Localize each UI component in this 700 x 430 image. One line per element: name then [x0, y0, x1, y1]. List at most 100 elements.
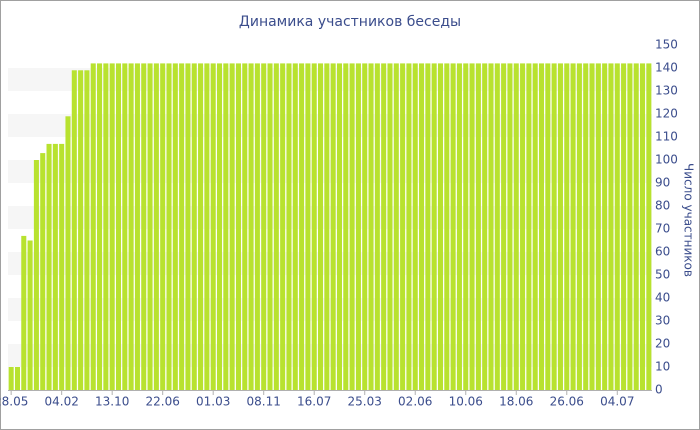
chart-title: Динамика участников беседы [239, 14, 461, 30]
bar [210, 63, 216, 391]
x-tick-label: 22.06 [146, 395, 180, 409]
x-tick-label: 18.06 [499, 395, 533, 409]
bar [501, 63, 507, 391]
bar [602, 63, 608, 391]
x-tick-label: 02.06 [398, 395, 432, 409]
bar [172, 63, 178, 391]
bar [97, 63, 103, 391]
bar [33, 160, 39, 390]
bar [324, 63, 330, 391]
bar [608, 63, 614, 391]
bar [280, 63, 286, 391]
y-tick-label: 80 [655, 199, 670, 213]
bar [349, 63, 355, 391]
bar [311, 63, 317, 391]
x-tick-label: 04.02 [44, 395, 78, 409]
bar [191, 63, 197, 391]
bar [381, 63, 387, 391]
bar [179, 63, 185, 391]
bar [444, 63, 450, 391]
bar [103, 63, 109, 391]
x-tick-label: 26.06 [550, 395, 584, 409]
x-tick-label: 25.03 [348, 395, 382, 409]
bar [198, 63, 204, 391]
bar [494, 63, 500, 391]
bar [267, 63, 273, 391]
bar [223, 63, 229, 391]
bar [27, 240, 33, 390]
bar [336, 63, 342, 391]
bar [305, 63, 311, 391]
bar [564, 63, 570, 391]
bar [526, 63, 532, 391]
x-tick-label: 08.11 [247, 395, 281, 409]
bar [469, 63, 475, 391]
bar [633, 63, 639, 391]
bar [185, 63, 191, 391]
bar [621, 63, 627, 391]
bar [128, 63, 134, 391]
bar [21, 235, 27, 390]
y-tick-label: 100 [655, 153, 678, 167]
y-tick-label: 150 [655, 38, 678, 52]
y-tick-label: 60 [655, 245, 670, 259]
bar [8, 367, 14, 390]
bar [343, 63, 349, 391]
bar [122, 63, 128, 391]
bar [532, 63, 538, 391]
y-tick-label: 140 [655, 61, 678, 75]
y-tick-label: 110 [655, 130, 678, 144]
bar [318, 63, 324, 391]
y-tick-label: 120 [655, 107, 678, 121]
y-tick-label: 70 [655, 222, 670, 236]
bar [627, 63, 633, 391]
bar [147, 63, 153, 391]
x-tick-label: 13.10 [95, 395, 129, 409]
bar [450, 63, 456, 391]
bar [160, 63, 166, 391]
bar [71, 70, 77, 391]
x-tick-label: 28.05 [0, 395, 28, 409]
bar [583, 63, 589, 391]
bar [475, 63, 481, 391]
bar [368, 63, 374, 391]
bar [52, 143, 58, 390]
bar [204, 63, 210, 391]
bar [166, 63, 172, 391]
bar [235, 63, 241, 391]
bar [84, 70, 90, 391]
bar [273, 63, 279, 391]
x-tick-label: 04.07 [600, 395, 634, 409]
bar [14, 367, 20, 390]
y-tick-label: 90 [655, 176, 670, 190]
y-tick-label: 40 [655, 291, 670, 305]
bar [40, 153, 46, 390]
bar [229, 63, 235, 391]
y-tick-label: 50 [655, 268, 670, 282]
bar [216, 63, 223, 391]
bar [576, 63, 582, 391]
bar [109, 63, 115, 391]
bar [551, 63, 557, 391]
bar [614, 63, 620, 391]
bar [387, 63, 393, 391]
bar [646, 63, 652, 391]
bar [355, 63, 361, 391]
bar [400, 63, 406, 391]
bar [299, 63, 305, 391]
y-tick-label: 30 [655, 314, 670, 328]
bar [589, 63, 595, 391]
bar [78, 70, 84, 391]
x-tick-label: 10.06 [449, 395, 483, 409]
bar [538, 63, 545, 391]
bar [254, 63, 260, 391]
bar [456, 63, 462, 391]
y-tick-label: 10 [655, 360, 670, 374]
bar [286, 63, 292, 391]
bar [570, 63, 576, 391]
bar [640, 63, 646, 391]
bar [141, 63, 147, 391]
bar [482, 63, 488, 391]
y-tick-label: 130 [655, 84, 678, 98]
